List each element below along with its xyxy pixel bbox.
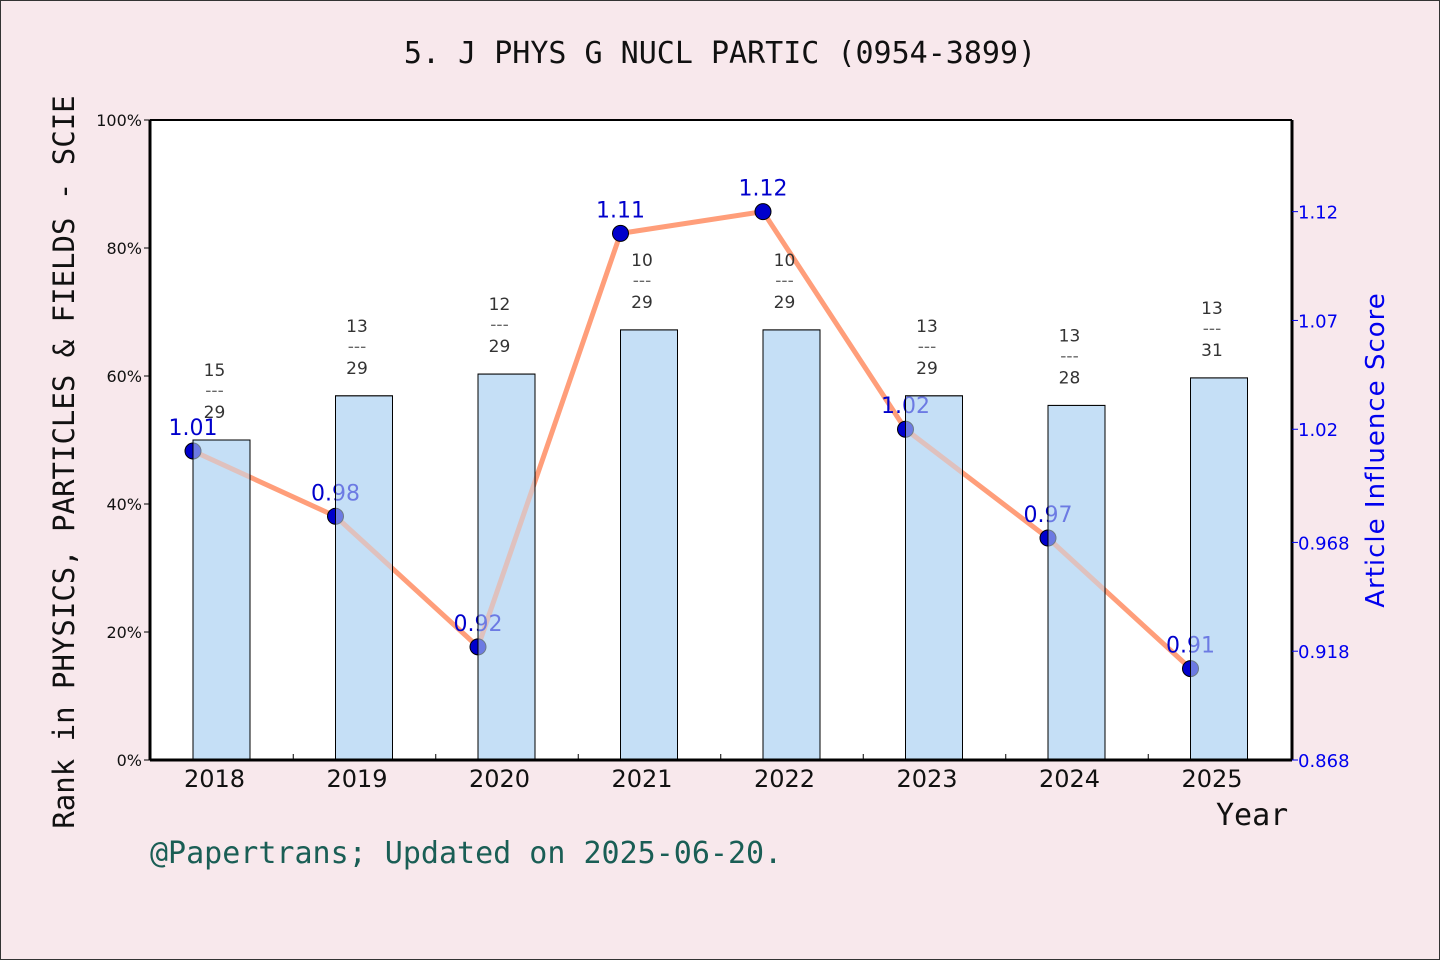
svg-text:10: 10 — [774, 251, 796, 271]
data-labels: 15---2913---2912---2910---2910---2913---… — [204, 251, 1223, 423]
svg-text:---: --- — [205, 381, 223, 401]
svg-text:---: --- — [918, 337, 936, 357]
x-tick-label-2025: 2025 — [1181, 765, 1242, 793]
svg-text:12: 12 — [489, 295, 511, 315]
x-tick-label-2021: 2021 — [611, 765, 672, 793]
svg-text:31: 31 — [1201, 341, 1223, 361]
left-tick-label: 0% — [117, 751, 142, 770]
ais-marker-2021 — [612, 224, 629, 242]
right-tick-label: 1.07 — [1298, 311, 1338, 332]
svg-text:---: --- — [775, 271, 793, 291]
axes: 0% 20% 40% 60% 80% 100% 0.868 0.918 0.968 1.02 1.0… — [96, 111, 1349, 793]
rank-label-2020: 12--- 29 — [489, 295, 511, 357]
left-tick-label: 20% — [106, 623, 142, 642]
left-tick-label: 100% — [96, 111, 142, 130]
svg-text:15: 15 — [204, 361, 226, 381]
ais-label-2021: 1.11 — [596, 198, 645, 223]
svg-text:---: --- — [490, 315, 508, 335]
svg-text:13: 13 — [1201, 299, 1223, 319]
ais-label-2022: 1.12 — [739, 177, 788, 202]
x-tick-label-2020: 2020 — [469, 765, 530, 793]
left-tick-label: 80% — [106, 239, 142, 258]
chart-title: 5. J PHYS G NUCL PARTIC (0954-3899) — [403, 36, 1037, 71]
x-tick-label-2018: 2018 — [184, 765, 245, 793]
rank-label-2018: 15--- 29 — [204, 361, 226, 423]
svg-text:---: --- — [1203, 319, 1221, 339]
right-tick-label: 0.868 — [1298, 751, 1350, 772]
rank-label-2022: 10--- 29 — [774, 251, 796, 313]
right-tick-label: 1.12 — [1298, 203, 1338, 224]
svg-text:29: 29 — [489, 337, 511, 357]
x-axis-label: Year — [1216, 798, 1289, 833]
svg-text:29: 29 — [774, 293, 796, 313]
svg-text:13: 13 — [346, 317, 368, 337]
footer-credit: @Papertrans; Updated on 2025-06-20. — [150, 836, 783, 871]
svg-text:13: 13 — [1059, 326, 1081, 346]
svg-text:28: 28 — [1059, 368, 1081, 388]
right-tick-label: 0.968 — [1298, 533, 1350, 554]
svg-text:29: 29 — [204, 403, 226, 423]
bar-overlay — [192, 329, 1248, 761]
svg-text:---: --- — [633, 271, 651, 291]
rank-label-2024: 13--- 28 — [1059, 326, 1081, 388]
svg-text:29: 29 — [631, 293, 653, 313]
x-tick-label-2022: 2022 — [754, 765, 815, 793]
rank-label-2025: 13--- 31 — [1201, 299, 1223, 361]
svg-text:29: 29 — [916, 359, 938, 379]
right-tick-label: 0.918 — [1298, 642, 1350, 663]
svg-text:---: --- — [1060, 346, 1078, 366]
svg-text:29: 29 — [346, 359, 368, 379]
svg-text:---: --- — [348, 337, 366, 357]
x-tick-label-2024: 2024 — [1039, 765, 1100, 793]
rank-label-2019: 13--- 29 — [346, 317, 368, 379]
svg-text:10: 10 — [631, 251, 653, 271]
rank-label-2021: 10--- 29 — [631, 251, 653, 313]
left-tick-label: 40% — [106, 495, 142, 514]
x-tick-label-2019: 2019 — [326, 765, 387, 793]
svg-text:13: 13 — [916, 317, 938, 337]
ais-marker-2022 — [754, 203, 772, 221]
ais-label-2018: 1.01 — [169, 416, 218, 441]
rank-label-2023: 13--- 29 — [916, 317, 938, 379]
left-tick-label: 60% — [106, 367, 142, 386]
right-tick-label: 1.02 — [1298, 420, 1338, 441]
x-tick-label-2023: 2023 — [896, 765, 957, 793]
